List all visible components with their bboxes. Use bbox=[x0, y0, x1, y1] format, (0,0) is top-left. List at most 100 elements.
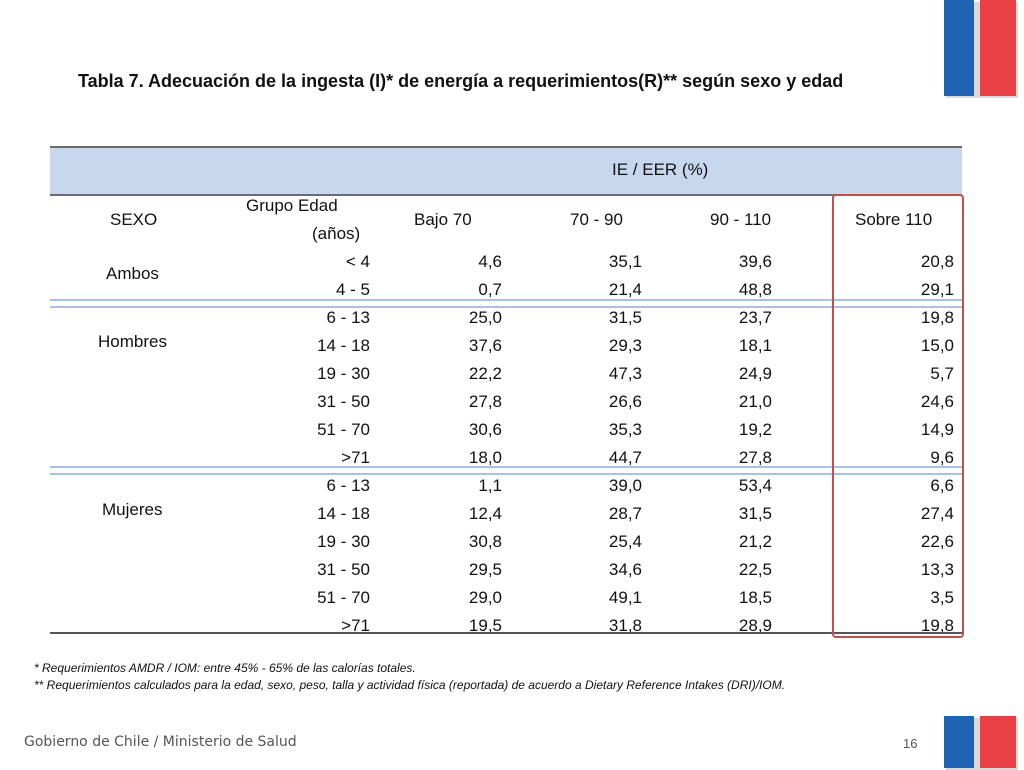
cell-70-90: 31,8 bbox=[608, 616, 642, 635]
table-group-header: IE / EER (%) bbox=[50, 146, 962, 196]
group-header-label: IE / EER (%) bbox=[612, 160, 709, 179]
cell-bajo-70: 25,0 bbox=[468, 308, 502, 327]
cell-sobre-110: 9,6 bbox=[930, 448, 954, 467]
cell-bajo-70: 0,7 bbox=[478, 280, 502, 299]
cell-bajo-70: 12,4 bbox=[468, 504, 502, 523]
footnote-2: ** Requerimientos calculados para la eda… bbox=[34, 678, 786, 692]
cell-sobre-110: 6,6 bbox=[930, 476, 954, 495]
header-bajo-70: Bajo 70 bbox=[414, 210, 472, 229]
group-divider bbox=[50, 299, 962, 308]
sexo-label-mujeres: Mujeres bbox=[102, 500, 163, 519]
page-title: Tabla 7. Adecuación de la ingesta (I)* d… bbox=[78, 71, 844, 91]
cell-age: 14 - 18 bbox=[317, 504, 370, 523]
cell-sobre-110: 19,8 bbox=[920, 308, 954, 327]
cell-70-90: 21,4 bbox=[608, 280, 642, 299]
cell-70-90: 47,3 bbox=[608, 364, 642, 383]
cell-age: 31 - 50 bbox=[317, 392, 370, 411]
cell-90-110: 24,9 bbox=[738, 364, 772, 383]
cell-sobre-110: 19,8 bbox=[920, 616, 954, 635]
table-row: 6 - 13 1,1 39,0 53,4 6,6 bbox=[50, 472, 962, 500]
table-row: 31 - 50 27,8 26,6 21,0 24,6 bbox=[50, 388, 962, 416]
cell-90-110: 27,8 bbox=[738, 448, 772, 467]
cell-age: 31 - 50 bbox=[317, 560, 370, 579]
cell-sobre-110: 13,3 bbox=[920, 560, 954, 579]
cell-90-110: 31,5 bbox=[738, 504, 772, 523]
table-row: < 4 4,6 35,1 39,6 20,8 bbox=[50, 248, 962, 276]
table-row: 14 - 18 37,6 29,3 18,1 15,0 bbox=[50, 332, 962, 360]
header-anos: (años) bbox=[312, 224, 361, 243]
header-70-90: 70 - 90 bbox=[570, 210, 623, 229]
table-row: >71 18,0 44,7 27,8 9,6 bbox=[50, 444, 962, 472]
cell-bajo-70: 30,8 bbox=[468, 532, 502, 551]
cell-90-110: 21,2 bbox=[738, 532, 772, 551]
sexo-label-hombres: Hombres bbox=[98, 332, 167, 351]
footnotes: * Requerimientos AMDR / IOM: entre 45% -… bbox=[34, 660, 785, 694]
table-row: 31 - 50 29,5 34,6 22,5 13,3 bbox=[50, 556, 962, 584]
cell-70-90: 25,4 bbox=[608, 532, 642, 551]
table-row: >71 19,5 31,8 28,9 19,8 bbox=[50, 612, 962, 640]
cell-70-90: 49,1 bbox=[608, 588, 642, 607]
cell-bajo-70: 29,0 bbox=[468, 588, 502, 607]
cell-70-90: 28,7 bbox=[608, 504, 642, 523]
cell-70-90: 34,6 bbox=[608, 560, 642, 579]
page-number: 16 bbox=[903, 736, 918, 751]
cell-age: 19 - 30 bbox=[317, 364, 370, 383]
gobierno-logo-top bbox=[944, 0, 1016, 96]
cell-sobre-110: 14,9 bbox=[920, 420, 954, 439]
cell-bajo-70: 27,8 bbox=[468, 392, 502, 411]
sobre-110-highlight-box bbox=[832, 194, 964, 638]
header-90-110: 90 - 110 bbox=[710, 210, 772, 229]
cell-age: 51 - 70 bbox=[317, 420, 370, 439]
cell-sobre-110: 3,5 bbox=[930, 588, 954, 607]
table-row: 51 - 70 30,6 35,3 19,2 14,9 bbox=[50, 416, 962, 444]
cell-sobre-110: 24,6 bbox=[920, 392, 954, 411]
cell-age: 6 - 13 bbox=[326, 476, 370, 495]
cell-sobre-110: 27,4 bbox=[920, 504, 954, 523]
cell-70-90: 44,7 bbox=[608, 448, 642, 467]
cell-70-90: 39,0 bbox=[608, 476, 642, 495]
cell-bajo-70: 37,6 bbox=[468, 336, 502, 355]
cell-age: 19 - 30 bbox=[317, 532, 370, 551]
header-sexo: SEXO bbox=[110, 210, 158, 229]
cell-70-90: 31,5 bbox=[608, 308, 642, 327]
cell-90-110: 18,1 bbox=[738, 336, 772, 355]
cell-90-110: 48,8 bbox=[738, 280, 772, 299]
cell-90-110: 28,9 bbox=[738, 616, 772, 635]
header-grupo-edad: Grupo Edad bbox=[246, 196, 338, 215]
sexo-label-ambos: Ambos bbox=[106, 264, 159, 283]
cell-90-110: 18,5 bbox=[738, 588, 772, 607]
cell-age: 6 - 13 bbox=[326, 308, 370, 327]
cell-70-90: 29,3 bbox=[608, 336, 642, 355]
cell-90-110: 23,7 bbox=[738, 308, 772, 327]
group-divider bbox=[50, 466, 962, 475]
cell-90-110: 22,5 bbox=[738, 560, 772, 579]
cell-90-110: 39,6 bbox=[738, 252, 772, 271]
cell-70-90: 26,6 bbox=[608, 392, 642, 411]
cell-bajo-70: 4,6 bbox=[478, 252, 502, 271]
cell-age: 4 - 5 bbox=[335, 280, 370, 299]
table-row: 14 - 18 12,4 28,7 31,5 27,4 bbox=[50, 500, 962, 528]
header-sobre-110: Sobre 110 bbox=[855, 210, 933, 229]
cell-age: >71 bbox=[341, 448, 370, 467]
cell-bajo-70: 29,5 bbox=[468, 560, 502, 579]
table-bottom-rule bbox=[50, 632, 962, 634]
cell-sobre-110: 29,1 bbox=[920, 280, 954, 299]
cell-70-90: 35,1 bbox=[608, 252, 642, 271]
cell-bajo-70: 19,5 bbox=[468, 616, 502, 635]
footer-text: Gobierno de Chile / Ministerio de Salud bbox=[24, 734, 297, 750]
cell-bajo-70: 22,2 bbox=[468, 364, 502, 383]
cell-90-110: 53,4 bbox=[738, 476, 772, 495]
footnote-1: * Requerimientos AMDR / IOM: entre 45% -… bbox=[34, 661, 416, 675]
cell-age: 14 - 18 bbox=[317, 336, 370, 355]
cell-age: < 4 bbox=[345, 252, 370, 271]
cell-70-90: 35,3 bbox=[608, 420, 642, 439]
cell-sobre-110: 20,8 bbox=[920, 252, 954, 271]
cell-age: 51 - 70 bbox=[317, 588, 370, 607]
cell-sobre-110: 22,6 bbox=[920, 532, 954, 551]
cell-age: >71 bbox=[341, 616, 370, 635]
table-row: 19 - 30 30,8 25,4 21,2 22,6 bbox=[50, 528, 962, 556]
gobierno-logo-bottom bbox=[944, 716, 1016, 768]
cell-90-110: 21,0 bbox=[738, 392, 772, 411]
table-row: 19 - 30 22,2 47,3 24,9 5,7 bbox=[50, 360, 962, 388]
cell-bajo-70: 1,1 bbox=[478, 476, 502, 495]
